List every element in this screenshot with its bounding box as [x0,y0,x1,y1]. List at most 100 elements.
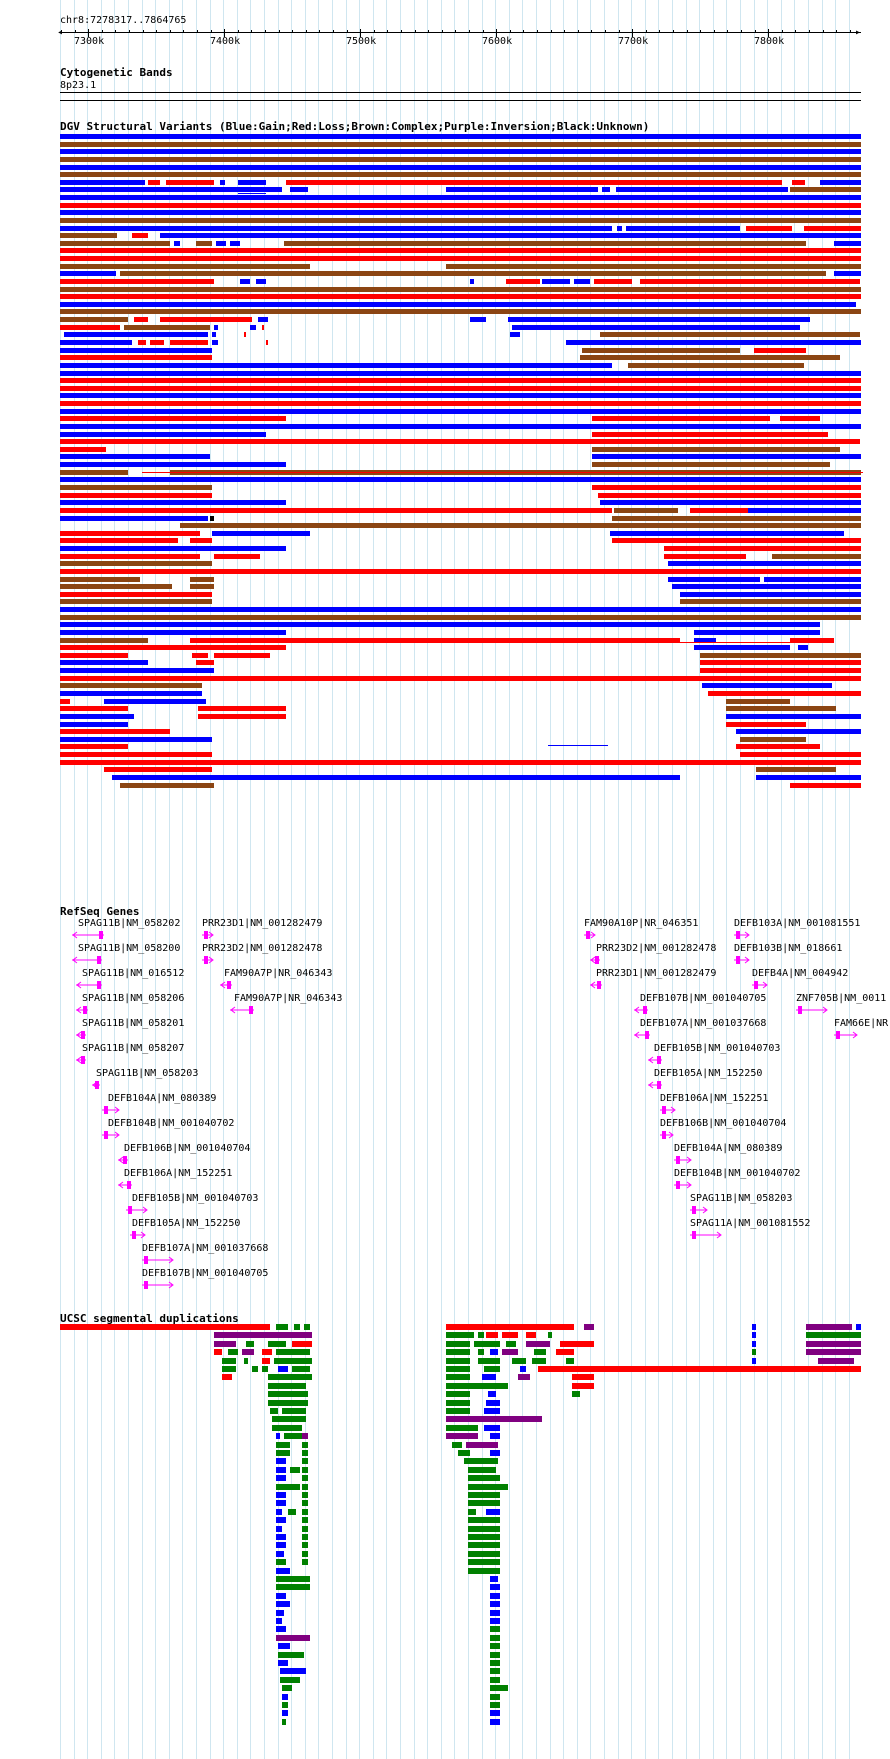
structural-variant[interactable] [780,416,820,421]
structural-variant[interactable] [804,226,861,231]
structural-variant[interactable] [60,157,861,162]
structural-variant[interactable] [190,538,212,543]
segmental-duplication[interactable] [276,1534,286,1540]
structural-variant[interactable] [446,264,861,269]
segmental-duplication[interactable] [246,1341,254,1347]
gene-model[interactable] [72,955,108,964]
segmental-duplication[interactable] [276,1467,286,1473]
segmental-duplication[interactable] [518,1374,530,1380]
gene-model[interactable] [634,1030,656,1039]
structural-variant[interactable] [694,638,716,643]
segmental-duplication[interactable] [468,1534,500,1540]
gene-label[interactable]: FAM66E|NR [834,1018,889,1029]
segmental-duplication[interactable] [222,1358,236,1364]
structural-variant[interactable] [746,226,792,231]
structural-variant[interactable] [60,699,70,704]
structural-variant[interactable] [600,500,861,505]
gene-model[interactable] [102,1130,124,1139]
segmental-duplication[interactable] [302,1534,308,1540]
structural-variant[interactable] [510,332,520,337]
gene-label[interactable]: SPAG11B|NM_058200 [78,943,181,954]
segmental-duplication[interactable] [468,1467,496,1473]
segmental-duplication[interactable] [490,1710,500,1716]
structural-variant[interactable] [668,561,714,566]
structural-variant[interactable] [640,279,860,284]
structural-variant[interactable] [764,577,861,582]
segmental-duplication[interactable] [302,1517,308,1523]
segmental-duplication[interactable] [270,1408,278,1414]
structural-variant[interactable] [616,187,788,192]
gene-label[interactable]: DEFB106A|NM_152251 [124,1168,233,1179]
gene-model[interactable] [752,980,772,989]
segmental-duplication[interactable] [276,1584,310,1590]
segmental-duplication[interactable] [292,1341,312,1347]
segmental-duplication[interactable] [274,1358,312,1364]
segmental-duplication[interactable] [214,1341,236,1347]
structural-variant[interactable] [60,569,861,574]
gene-model[interactable] [834,1030,862,1039]
gene-label[interactable]: DEFB105A|NM_152250 [654,1068,763,1079]
segmental-duplication[interactable] [276,1458,286,1464]
structural-variant[interactable] [680,592,861,597]
structural-variant[interactable] [60,271,116,276]
structural-variant[interactable] [212,332,216,337]
gene-model[interactable] [648,1055,668,1064]
structural-variant[interactable] [134,317,148,322]
segmental-duplication[interactable] [262,1358,270,1364]
structural-variant[interactable] [60,172,861,177]
structural-variant[interactable] [790,187,861,192]
structural-variant[interactable] [60,187,282,192]
structural-variant[interactable] [262,325,264,330]
structural-variant[interactable] [60,660,148,665]
structural-variant[interactable] [148,180,160,185]
segmental-duplication[interactable] [572,1374,594,1380]
structural-variant[interactable] [192,653,208,658]
segmental-duplication[interactable] [304,1324,310,1330]
structural-variant[interactable] [214,653,270,658]
structural-variant[interactable] [726,714,861,719]
structural-variant[interactable] [598,493,861,498]
gene-model[interactable] [690,1230,726,1239]
segmental-duplication[interactable] [490,1618,500,1624]
gene-label[interactable]: DEFB105B|NM_001040703 [654,1043,781,1054]
structural-variant[interactable] [60,744,128,749]
cytoband-bar[interactable] [60,92,861,93]
segmental-duplication[interactable] [478,1332,484,1338]
structural-variant[interactable] [60,180,145,185]
segmental-duplication[interactable] [276,1610,284,1616]
segmental-duplication[interactable] [268,1374,312,1380]
segmental-duplication[interactable] [276,1500,286,1506]
segmental-duplication[interactable] [276,1542,286,1548]
gene-label[interactable]: DEFB103A|NM_001081551 [734,918,861,929]
segmental-duplication[interactable] [502,1349,518,1355]
structural-variant[interactable] [756,767,836,772]
segmental-duplication[interactable] [302,1551,308,1557]
variant-connector-line[interactable] [784,729,826,730]
gene-model[interactable] [674,1155,696,1164]
segmental-duplication[interactable] [490,1433,500,1439]
segmental-duplication[interactable] [276,1559,286,1565]
gene-label[interactable]: DEFB104A|NM_080389 [108,1093,217,1104]
segmental-duplication[interactable] [282,1694,288,1700]
structural-variant[interactable] [772,554,861,559]
structural-variant[interactable] [166,180,214,185]
segmental-duplication[interactable] [262,1349,272,1355]
segmental-duplication[interactable] [452,1442,462,1448]
gene-label[interactable]: DEFB106B|NM_001040704 [124,1143,251,1154]
structural-variant[interactable] [112,775,680,780]
structural-variant[interactable] [190,638,680,643]
segmental-duplication[interactable] [468,1568,500,1574]
structural-variant[interactable] [60,477,861,482]
segmental-duplication[interactable] [446,1332,474,1338]
gene-model[interactable] [590,980,608,989]
segmental-duplication[interactable] [468,1509,476,1515]
gene-model[interactable] [202,955,218,964]
segmental-duplication[interactable] [486,1509,500,1515]
structural-variant[interactable] [190,577,214,582]
structural-variant[interactable] [790,638,834,643]
structural-variant[interactable] [60,500,286,505]
segmental-duplication[interactable] [276,1442,290,1448]
structural-variant[interactable] [196,660,214,665]
segmental-duplication[interactable] [490,1719,500,1725]
segmental-duplication[interactable] [572,1391,580,1397]
